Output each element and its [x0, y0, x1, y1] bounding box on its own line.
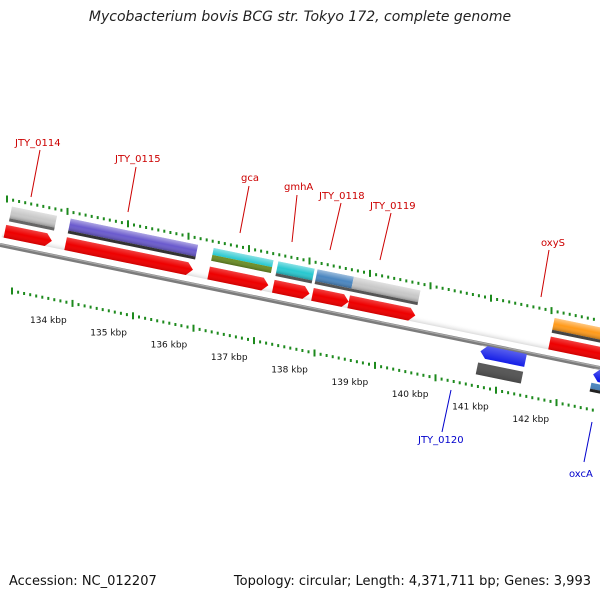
gene-jty-0118-shade [315, 269, 354, 289]
leader-oxys [540, 249, 550, 298]
gene-gca-shade [211, 248, 274, 274]
label-oxys[interactable]: oxyS [541, 238, 565, 249]
gene-jty-0119-shade [351, 276, 421, 303]
label-jty-0120[interactable]: JTY_0120 [417, 435, 464, 446]
label-jty-0115[interactable]: JTY_0115 [114, 154, 161, 165]
leader-jty-0114 [30, 149, 41, 198]
gene-oxys-underline [551, 329, 600, 345]
gene-oxys-shade [552, 318, 600, 342]
genome-backbone-highlight [0, 243, 600, 368]
scale-label: 142 kbp [512, 415, 549, 425]
label-gmha[interactable]: gmhA [284, 182, 313, 193]
gene-jty-0114-shade [9, 206, 58, 228]
scale-label: 137 kbp [211, 353, 248, 363]
outer-tick-marks [6, 195, 595, 321]
scale-label: 135 kbp [90, 328, 127, 338]
label-oxca[interactable]: oxcA [569, 469, 593, 480]
scale-label: 136 kbp [151, 341, 188, 351]
scale-label: 138 kbp [271, 365, 308, 375]
scale-label: 139 kbp [332, 378, 369, 388]
gene-jty-0119-underline [314, 281, 419, 306]
inner-tick-marks [11, 287, 594, 412]
gene-gmha-shade [275, 261, 315, 281]
gene-jty-0115-shade [68, 218, 199, 257]
map-title: Mycobacterium bovis BCG str. Tokyo 172, … [88, 9, 512, 25]
label-gca[interactable]: gca [241, 173, 259, 184]
accession-text: Accession: NC_012207 [9, 574, 157, 589]
leader-gca [239, 185, 250, 234]
scale-labels: 134 kbp 135 kbp 136 kbp 137 kbp 138 kbp 139 k… [30, 316, 549, 425]
leader-oxca [583, 421, 593, 463]
leader-jty-0115 [127, 166, 137, 213]
genome-summary-text: Topology: circular; Length: 4,371,711 bp… [233, 574, 591, 589]
label-jty-0118[interactable]: JTY_0118 [318, 191, 365, 202]
leader-jty-0120 [441, 389, 452, 433]
scale-label: 134 kbp [30, 316, 67, 326]
label-jty-0114[interactable]: JTY_0114 [14, 138, 61, 149]
scale-label: 140 kbp [392, 390, 429, 400]
gene-jty-0115-underline [67, 230, 196, 260]
cds-lane-shade [1, 224, 600, 362]
gene-oxca-shade [589, 368, 600, 407]
gene-gmha-underline [275, 273, 313, 284]
genome-backbone [0, 243, 600, 370]
leader-gmha [291, 194, 298, 243]
feature-band [1, 206, 600, 407]
label-jty-0119[interactable]: JTY_0119 [369, 201, 416, 212]
leader-jty-0119 [379, 212, 392, 261]
gene-jty-0120-shade [475, 344, 527, 384]
scale-label: 141 kbp [452, 403, 489, 413]
leader-jty-0118 [329, 202, 342, 251]
gene-jty-0114-underline [8, 218, 55, 231]
